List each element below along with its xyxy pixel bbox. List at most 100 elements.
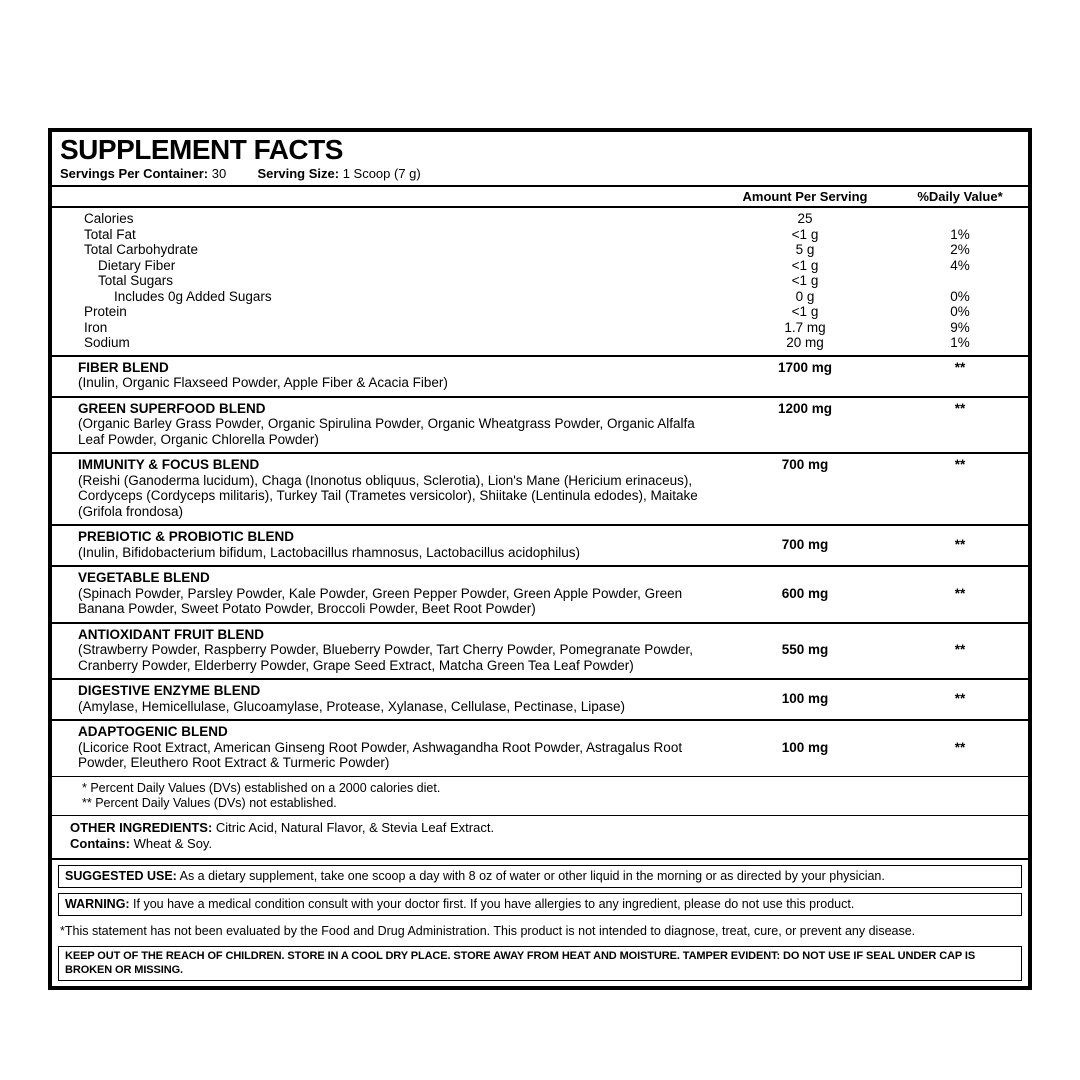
warning-box: WARNING: If you have a medical condition…	[58, 893, 1022, 916]
amount-header: Amount Per Serving	[710, 189, 900, 204]
nutrient-amount: 0 g	[710, 289, 900, 305]
nutrient-amount: <1 g	[710, 304, 900, 320]
nutrient-name: Dietary Fiber	[60, 258, 710, 274]
nutrient-amount: 20 mg	[710, 335, 900, 351]
suggested-use-label: SUGGESTED USE:	[65, 869, 177, 883]
footnote-dv-not-established: ** Percent Daily Values (DVs) not establ…	[82, 796, 1020, 811]
suggested-use-box: SUGGESTED USE: As a dietary supplement, …	[58, 865, 1022, 888]
blend-desc: (Organic Barley Grass Powder, Organic Sp…	[78, 416, 702, 447]
nutrients-section: Calories25Total Fat<1 g1%Total Carbohydr…	[52, 208, 1028, 355]
blend-dv: **	[900, 691, 1020, 707]
footnotes: * Percent Daily Values (DVs) established…	[52, 777, 1028, 815]
nutrient-dv: 4%	[900, 258, 1020, 274]
blend-dv: **	[900, 360, 1020, 391]
panel-title: SUPPLEMENT FACTS	[52, 132, 1028, 166]
blend-amount: 600 mg	[710, 586, 900, 602]
blend-desc: (Inulin, Organic Flaxseed Powder, Apple …	[78, 375, 702, 391]
nutrient-row: Iron1.7 mg9%	[60, 320, 1020, 336]
nutrient-name: Iron	[60, 320, 710, 336]
nutrient-row: Sodium20 mg1%	[60, 335, 1020, 351]
nutrient-dv: 9%	[900, 320, 1020, 336]
nutrient-dv	[900, 273, 1020, 289]
nutrient-amount: 1.7 mg	[710, 320, 900, 336]
nutrient-row: Includes 0g Added Sugars0 g0%	[60, 289, 1020, 305]
nutrient-amount: 25	[710, 211, 900, 227]
other-ingredients: OTHER INGREDIENTS: Citric Acid, Natural …	[52, 816, 1028, 859]
blend-dv: **	[900, 740, 1020, 756]
nutrient-amount: <1 g	[710, 273, 900, 289]
nutrient-name: Total Carbohydrate	[60, 242, 710, 258]
contains-text: Wheat & Soy.	[130, 836, 212, 851]
nutrient-name: Includes 0g Added Sugars	[60, 289, 710, 305]
serving-size-value: 1 Scoop (7 g)	[339, 166, 421, 181]
blend-amount: 700 mg	[710, 537, 900, 553]
footnote-dv-established: * Percent Daily Values (DVs) established…	[82, 781, 1020, 796]
nutrient-amount: 5 g	[710, 242, 900, 258]
blend-row: VEGETABLE BLEND(Spinach Powder, Parsley …	[52, 567, 1028, 622]
nutrient-name: Protein	[60, 304, 710, 320]
blend-name: ANTIOXIDANT FRUIT BLEND	[78, 627, 702, 643]
nutrient-row: Dietary Fiber<1 g4%	[60, 258, 1020, 274]
contains-label: Contains:	[70, 836, 130, 851]
nutrient-name: Sodium	[60, 335, 710, 351]
nutrient-row: Calories25	[60, 211, 1020, 227]
blend-name: VEGETABLE BLEND	[78, 570, 702, 586]
nutrient-row: Total Carbohydrate5 g2%	[60, 242, 1020, 258]
nutrient-row: Total Sugars<1 g	[60, 273, 1020, 289]
other-ingredients-text: Citric Acid, Natural Flavor, & Stevia Le…	[212, 820, 494, 835]
nutrient-dv	[900, 211, 1020, 227]
blend-name: DIGESTIVE ENZYME BLEND	[78, 683, 702, 699]
servings-per-container-value: 30	[208, 166, 226, 181]
dv-header: %Daily Value*	[900, 189, 1020, 204]
fda-statement: *This statement has not been evaluated b…	[52, 921, 1028, 941]
nutrient-dv: 1%	[900, 227, 1020, 243]
blend-amount: 1700 mg	[710, 360, 900, 391]
nutrient-dv: 1%	[900, 335, 1020, 351]
servings-per-container-label: Servings Per Container:	[60, 166, 208, 181]
nutrient-amount: <1 g	[710, 258, 900, 274]
column-header-row: Amount Per Serving %Daily Value*	[52, 187, 1028, 206]
blend-name: PREBIOTIC & PROBIOTIC BLEND	[78, 529, 702, 545]
nutrient-dv: 0%	[900, 289, 1020, 305]
nutrient-name: Calories	[60, 211, 710, 227]
suggested-use-text: As a dietary supplement, take one scoop …	[177, 869, 885, 883]
blend-row: ANTIOXIDANT FRUIT BLEND(Strawberry Powde…	[52, 624, 1028, 679]
nutrient-row: Protein<1 g0%	[60, 304, 1020, 320]
blend-amount: 700 mg	[710, 457, 900, 519]
nutrient-dv: 0%	[900, 304, 1020, 320]
blend-amount: 100 mg	[710, 740, 900, 756]
blend-desc: (Inulin, Bifidobacterium bifidum, Lactob…	[78, 545, 702, 561]
nutrient-amount: <1 g	[710, 227, 900, 243]
blend-dv: **	[900, 586, 1020, 602]
blend-desc: (Spinach Powder, Parsley Powder, Kale Po…	[78, 586, 702, 617]
blend-amount: 550 mg	[710, 642, 900, 658]
storage-box: KEEP OUT OF THE REACH OF CHILDREN. STORE…	[58, 946, 1022, 980]
blend-dv: **	[900, 401, 1020, 448]
servings-row: Servings Per Container: 30 Serving Size:…	[52, 166, 1028, 185]
blend-dv: **	[900, 457, 1020, 519]
nutrient-name: Total Sugars	[60, 273, 710, 289]
nutrient-dv: 2%	[900, 242, 1020, 258]
supplement-facts-panel: SUPPLEMENT FACTS Servings Per Container:…	[48, 128, 1032, 990]
blend-name: IMMUNITY & FOCUS BLEND	[78, 457, 702, 473]
nutrient-row: Total Fat<1 g1%	[60, 227, 1020, 243]
blend-desc: (Amylase, Hemicellulase, Glucoamylase, P…	[78, 699, 702, 715]
blend-row: FIBER BLEND(Inulin, Organic Flaxseed Pow…	[52, 357, 1028, 396]
blend-desc: (Licorice Root Extract, American Ginseng…	[78, 740, 702, 771]
blends-section: FIBER BLEND(Inulin, Organic Flaxseed Pow…	[52, 355, 1028, 776]
blend-amount: 100 mg	[710, 691, 900, 707]
blend-dv: **	[900, 537, 1020, 553]
blend-row: GREEN SUPERFOOD BLEND(Organic Barley Gra…	[52, 398, 1028, 453]
blend-name: GREEN SUPERFOOD BLEND	[78, 401, 702, 417]
blend-amount: 1200 mg	[710, 401, 900, 448]
blend-row: ADAPTOGENIC BLEND(Licorice Root Extract,…	[52, 721, 1028, 776]
blend-row: PREBIOTIC & PROBIOTIC BLEND(Inulin, Bifi…	[52, 526, 1028, 565]
blend-desc: (Reishi (Ganoderma lucidum), Chaga (Inon…	[78, 473, 702, 520]
blend-name: FIBER BLEND	[78, 360, 702, 376]
other-ingredients-label: OTHER INGREDIENTS:	[70, 820, 212, 835]
blend-name: ADAPTOGENIC BLEND	[78, 724, 702, 740]
nutrient-name: Total Fat	[60, 227, 710, 243]
blend-dv: **	[900, 642, 1020, 658]
warning-text: If you have a medical condition consult …	[130, 897, 855, 911]
warning-label: WARNING:	[65, 897, 130, 911]
